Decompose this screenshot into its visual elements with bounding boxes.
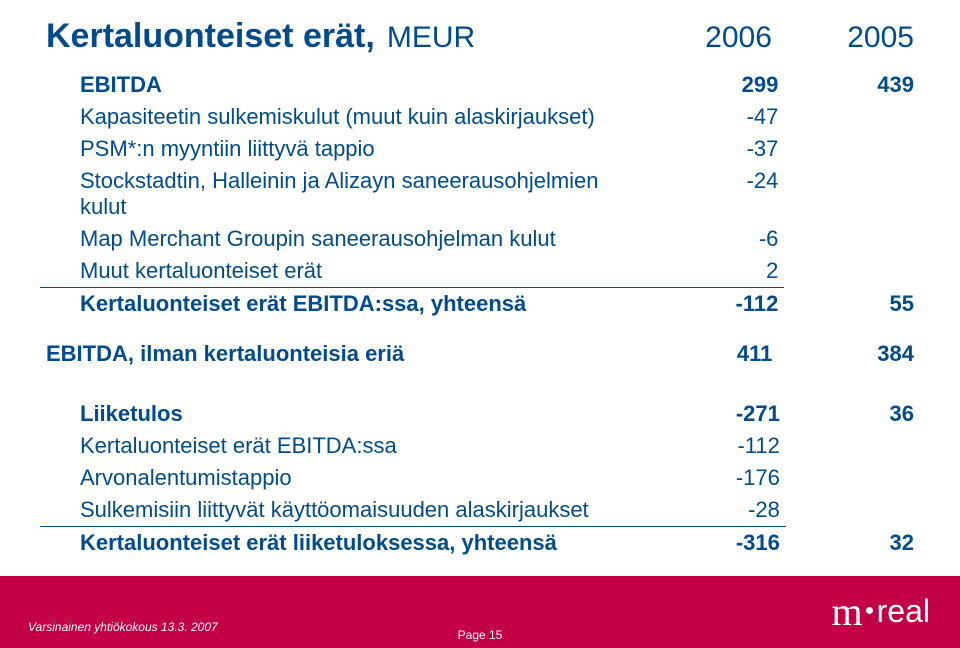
cell-b [786,494,920,527]
cell-label: Arvonalentumistappio [40,462,650,494]
cell-a: 411 [637,338,779,370]
cell-b: 36 [786,398,920,430]
cell-a: -316 [650,527,786,560]
row-result: EBITDA, ilman kertaluonteisia eriä 411 3… [40,338,920,370]
cell-b [784,223,920,255]
cell-b [784,101,920,133]
cell-a: 299 [648,69,784,101]
row-sum: Kertaluonteiset erät liiketuloksessa, yh… [40,527,920,560]
cell-label: Kertaluonteiset erät EBITDA:ssa [40,430,650,462]
cell-label: Muut kertaluonteiset erät [40,255,648,288]
cell-label: PSM*:n myyntiin liittyvä tappio [40,133,648,165]
content-area: Kertaluonteiset erät, MEUR 2006 2005 EBI… [0,0,960,609]
cell-label: Map Merchant Groupin saneerausohjelman k… [40,223,648,255]
logo: m real [832,592,930,632]
cell-a: -271 [650,398,786,430]
cell-label: Stockstadtin, Halleinin ja Alizayn sanee… [40,165,648,223]
title-main: Kertaluonteiset erät, [46,17,375,55]
block2-table: Liiketulos -271 36 Kertaluonteiset erät … [40,398,920,559]
section-gap [40,370,920,398]
footer-bar: Varsinainen yhtiökokous 13.3. 2007 Page … [0,576,960,648]
cell-b: 439 [784,69,920,101]
row: Arvonalentumistappio -176 [40,462,920,494]
cell-b [786,462,920,494]
row: Map Merchant Groupin saneerausohjelman k… [40,223,920,255]
footer-page: Page 15 [458,628,503,642]
row-underlined: Sulkemisiin liittyvät käyttöomaisuuden a… [40,494,920,527]
row: Kertaluonteiset erät EBITDA:ssa -112 [40,430,920,462]
row: PSM*:n myyntiin liittyvä tappio -37 [40,133,920,165]
block1-table: EBITDA 299 439 Kapasiteetin sulkemiskulu… [40,69,920,320]
cell-label: EBITDA, ilman kertaluonteisia eriä [40,338,637,370]
cell-b [784,133,920,165]
cell-b: 384 [778,338,920,370]
block1-result: EBITDA, ilman kertaluonteisia eriä 411 3… [40,338,920,370]
cell-b: 55 [784,288,920,321]
logo-real-text: real [877,595,930,627]
row-underlined: Muut kertaluonteiset erät 2 [40,255,920,288]
row-ebitda: EBITDA 299 439 [40,69,920,101]
cell-label: Kertaluonteiset erät EBITDA:ssa, yhteens… [40,288,648,321]
spacer [40,59,920,69]
row-liiketulos: Liiketulos -271 36 [40,398,920,430]
footer-left: Varsinainen yhtiökokous 13.3. 2007 [28,620,218,634]
cell-b [786,430,920,462]
spacer [40,320,920,338]
cell-label: Kertaluonteiset erät liiketuloksessa, yh… [40,527,650,560]
title-table: Kertaluonteiset erät, MEUR 2006 2005 [40,14,920,59]
slide: Kertaluonteiset erät, MEUR 2006 2005 EBI… [0,0,960,648]
logo-dot-icon [866,607,873,614]
row: Stockstadtin, Halleinin ja Alizayn sanee… [40,165,920,223]
row: Kapasiteetin sulkemiskulut (muut kuin al… [40,101,920,133]
cell-label: EBITDA [40,69,648,101]
row-sum: Kertaluonteiset erät EBITDA:ssa, yhteens… [40,288,920,321]
cell-a: -176 [650,462,786,494]
cell-a: -47 [648,101,784,133]
cell-a: -6 [648,223,784,255]
cell-a: -24 [648,165,784,223]
cell-label: Kapasiteetin sulkemiskulut (muut kuin al… [40,101,648,133]
cell-a: -28 [650,494,786,527]
cell-a: -112 [650,430,786,462]
header-year-b: 2005 [778,14,920,59]
cell-b: 32 [786,527,920,560]
header-year-a: 2006 [636,14,778,59]
cell-a: -112 [648,288,784,321]
cell-a: -37 [648,133,784,165]
cell-b [784,255,920,288]
cell-b [784,165,920,223]
title-sub: MEUR [387,21,475,54]
cell-label: Sulkemisiin liittyvät käyttöomaisuuden a… [40,494,650,527]
cell-label: Liiketulos [40,398,650,430]
logo-m-icon: m [832,592,862,632]
cell-a: 2 [648,255,784,288]
spacer [40,559,920,577]
